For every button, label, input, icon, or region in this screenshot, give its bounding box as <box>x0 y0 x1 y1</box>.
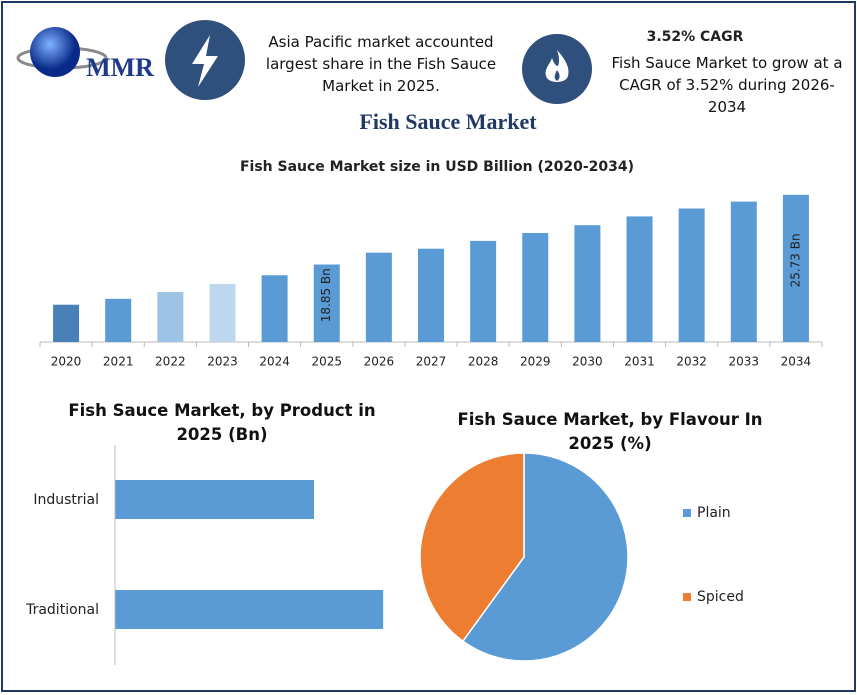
x-tick-label: 2021 <box>103 355 134 369</box>
value-label: 25.73 Bn <box>788 233 802 287</box>
x-tick-label: 2030 <box>572 355 603 369</box>
bar <box>730 201 757 342</box>
x-tick-label: 2027 <box>416 355 447 369</box>
note-right: Fish Sauce Market to grow at a CAGR of 3… <box>611 54 843 116</box>
page-title: Fish Sauce Market <box>359 109 537 134</box>
value-label: 18.85 Bn <box>319 268 333 322</box>
y-tick-label: Industrial <box>33 492 99 508</box>
legend-swatch <box>683 593 691 601</box>
bar <box>261 275 288 342</box>
bar <box>678 208 705 342</box>
x-tick-label: 2031 <box>624 355 655 369</box>
cagr-title: 3.52% CAGR <box>647 29 744 45</box>
x-tick-label: 2026 <box>364 355 395 369</box>
bar <box>574 225 601 342</box>
bar <box>115 480 315 519</box>
x-tick-label: 2029 <box>520 355 551 369</box>
x-tick-label: 2028 <box>468 355 499 369</box>
legend-label: Spiced <box>697 589 744 605</box>
bar <box>157 291 184 342</box>
x-tick-label: 2023 <box>207 355 238 369</box>
pie-slice <box>461 452 629 662</box>
bar <box>209 284 236 342</box>
logo-globe <box>30 27 80 77</box>
chart-title: Fish Sauce Market size in USD Billion (2… <box>240 159 634 175</box>
bar <box>470 240 497 342</box>
note-left: Asia Pacific market accounted largest sh… <box>265 33 497 95</box>
bar <box>418 248 444 342</box>
bar <box>782 194 809 342</box>
bar <box>313 264 340 342</box>
bar <box>53 304 80 342</box>
bar <box>522 233 549 342</box>
x-tick-label: 2024 <box>259 355 290 369</box>
bar <box>115 590 384 629</box>
x-tick-label: 2025 <box>311 355 342 369</box>
y-tick-label: Traditional <box>25 602 99 618</box>
bar <box>626 216 653 342</box>
icon-flame <box>545 50 569 82</box>
x-tick-label: 2022 <box>155 355 186 369</box>
icon-bolt <box>192 35 218 87</box>
chart-title: Fish Sauce Market, by Flavour In 2025 (%… <box>457 410 763 453</box>
x-tick-label: 2020 <box>51 355 82 369</box>
legend-label: Plain <box>697 505 731 521</box>
bar <box>365 252 392 342</box>
logo-text: MMR <box>86 53 154 82</box>
legend-swatch <box>683 509 691 517</box>
chart-title: Fish Sauce Market, by Product in 2025 (B… <box>68 401 376 444</box>
x-tick-label: 2034 <box>781 355 812 369</box>
pie-slice <box>419 452 525 643</box>
bar <box>105 298 132 342</box>
x-tick-label: 2032 <box>676 355 707 369</box>
x-tick-label: 2033 <box>729 355 760 369</box>
